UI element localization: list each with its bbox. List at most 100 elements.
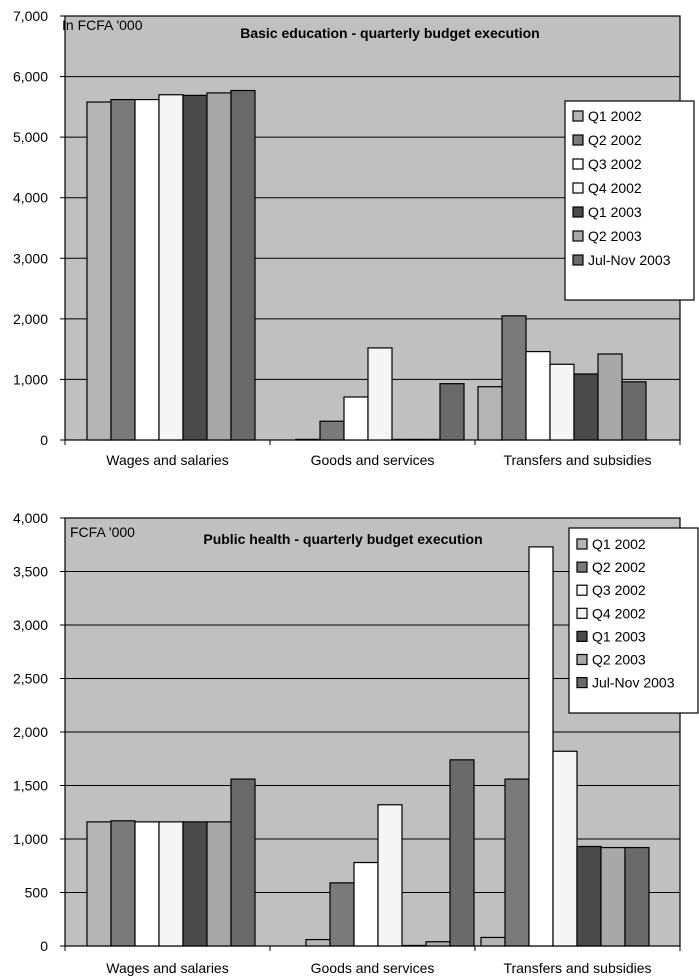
legend: Q1 2002 Q2 2002 Q3 2002 Q4 2002 Q1 2003 Q2 20… [568,527,699,714]
legend-label: Q3 2002 [588,156,642,172]
bar-q3-2002-3 [528,546,554,947]
bar-q3-2002-2 [343,396,369,441]
bar-jul-nov-2003-1 [230,89,256,441]
legend-swatch [576,538,588,550]
bar-jul-nov-2003-2 [439,383,465,441]
legend: Q1 2002 Q2 2002 Q3 2002 Q4 2002 Q1 2003 Q2 20… [564,100,695,301]
legend-label: Q1 2003 [592,628,646,644]
bar-q1-2002-1 [86,101,112,441]
bar-q3-2002-1 [134,821,160,947]
bar-q2-2003-2 [415,438,441,441]
y-tick-label: 3,500 [13,564,48,580]
category-label: Wages and salaries [106,960,228,976]
category-label: Goods and services [311,452,435,468]
legend-label: Q2 2003 [588,228,642,244]
legend-label: Q4 2002 [592,605,646,621]
bar-q3-2002-3 [525,350,551,441]
legend-label: Q2 2002 [588,132,642,148]
legend-label: Q3 2002 [592,582,646,598]
legend-box [568,527,699,714]
y-tick-label: 3,000 [13,617,48,633]
bar-q1-2002-1 [86,821,112,947]
legend-swatch [572,254,584,266]
bar-q3-2002-1 [134,98,160,441]
bar-q2-2002-2 [329,882,355,947]
legend-label: Q1 2002 [588,108,642,124]
bar-q1-2003-1 [182,94,208,441]
y-tick-label: 0 [40,432,48,448]
legend-swatch [572,134,584,146]
legend-label: Jul-Nov 2003 [588,252,671,268]
legend-swatch [576,584,588,596]
y-tick-label: 3,000 [13,250,48,266]
y-tick-label: 2,000 [13,311,48,327]
bar-q2-2003-2 [425,941,451,947]
category-label: Wages and salaries [106,452,228,468]
legend-swatch [572,110,584,122]
unit-label: FCFA '000 [70,524,135,540]
legend-label: Q1 2002 [592,536,646,552]
bar-q4-2002-2 [377,804,403,947]
bar-q2-2002-3 [504,778,530,947]
y-tick-label: 1,000 [13,371,48,387]
legend-swatch [576,561,588,573]
legend-label: Q2 2002 [592,559,646,575]
legend-label: Q4 2002 [588,180,642,196]
bar-q2-2002-1 [110,820,136,947]
legend-swatch [572,182,584,194]
bar-q1-2003-3 [573,373,599,441]
bar-q4-2002-1 [158,821,184,947]
y-tick-label: 4,000 [13,510,48,526]
legend-swatch [576,676,588,689]
legend-swatch [572,158,584,170]
y-tick-label: 500 [25,885,49,901]
bar-q2-2002-3 [501,315,527,441]
bar-jul-nov-2003-3 [621,381,647,441]
bar-q2-2003-3 [597,353,623,441]
category-label: Transfers and subsidies [503,960,651,976]
legend-label: Jul-Nov 2003 [592,675,675,691]
bar-q4-2002-2 [367,347,393,441]
legend-swatch [572,206,584,218]
bar-q1-2003-3 [576,845,602,947]
chart-title: Public health - quarterly budget executi… [203,531,482,547]
chart-2: 0 500 1,000 1,500 2,000 2,500 3,000 3,500 4,000 W… [13,510,699,976]
y-tick-label: 5,000 [13,129,48,145]
bar-q1-2002-3 [480,936,506,947]
bar-q4-2002-3 [552,750,578,947]
bar-q2-2003-1 [206,821,232,947]
bar-jul-nov-2003-3 [624,846,650,947]
legend-label: Q1 2003 [588,204,642,220]
bar-q2-2003-1 [206,92,232,441]
bar-jul-nov-2003-2 [449,759,475,947]
legend-label: Q2 2003 [592,652,646,668]
y-tick-label: 1,000 [13,831,48,847]
category-label: Transfers and subsidies [503,452,651,468]
y-tick-label: 0 [40,938,48,954]
y-tick-label: 1,500 [13,778,48,794]
bar-q1-2002-2 [305,938,331,947]
bar-q4-2002-3 [549,363,575,441]
chart-1: 0 1,000 2,000 3,000 4,000 5,000 6,000 7,000 Wage… [13,8,695,468]
bar-jul-nov-2003-1 [230,778,256,947]
y-tick-label: 2,000 [13,724,48,740]
legend-swatch [576,607,588,619]
bar-q1-2003-1 [182,821,208,947]
bar-q2-2002-1 [110,98,136,441]
bar-q1-2002-3 [477,386,503,441]
bar-q3-2002-2 [353,861,379,947]
y-tick-label: 6,000 [13,69,48,85]
y-tick-label: 2,500 [13,671,48,687]
y-tick-label: 7,000 [13,8,48,24]
bar-q1-2003-2 [391,438,417,441]
legend-swatch [576,653,588,666]
category-label: Goods and services [311,960,435,976]
legend-swatch [572,230,584,242]
bar-q2-2002-2 [319,420,345,441]
unit-label: In FCFA '000 [62,17,143,33]
legend-swatch [576,630,588,643]
bar-q4-2002-1 [158,94,184,441]
bar-q2-2003-3 [600,846,626,947]
legend-box [564,100,695,301]
